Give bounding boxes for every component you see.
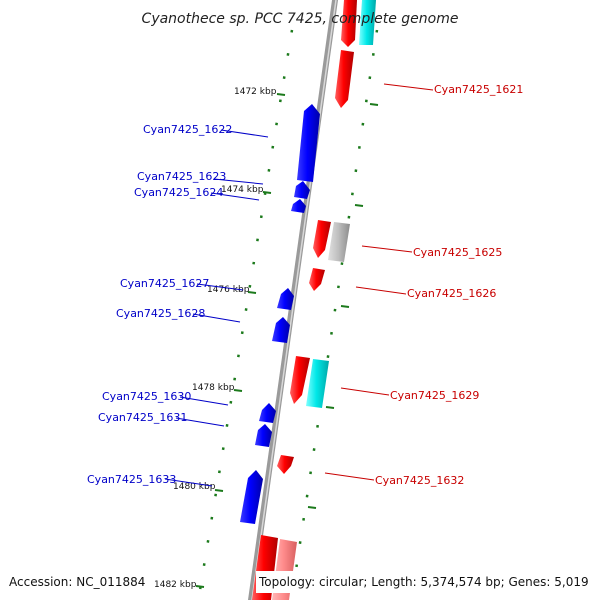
right-guide-track — [291, 29, 379, 591]
gene-label[interactable]: Cyan7425_1627 — [120, 277, 209, 290]
gene-arrow[interactable] — [259, 403, 276, 423]
gene-label[interactable]: Cyan7425_1625 — [413, 246, 502, 259]
gene-arrow[interactable] — [313, 220, 331, 258]
gene-label[interactable]: Cyan7425_1632 — [375, 474, 464, 487]
gene-label[interactable]: Cyan7425_1630 — [102, 390, 191, 403]
gene-arrow[interactable] — [309, 268, 325, 291]
tick-label: 1474 kbp — [221, 185, 264, 195]
gene-arrow[interactable] — [240, 470, 263, 524]
gene-arrow[interactable] — [306, 359, 329, 408]
gene-arrow[interactable] — [277, 455, 294, 474]
gene-label[interactable]: Cyan7425_1631 — [98, 411, 187, 424]
right-gene-labels: Cyan7425_1621 Cyan7425_1625 Cyan7425_162… — [324, 83, 523, 487]
gene-label[interactable]: Cyan7425_1628 — [116, 307, 205, 320]
gene-arrow[interactable] — [335, 50, 354, 108]
gene-label[interactable]: Cyan7425_1633 — [87, 473, 176, 486]
gene-arrow[interactable] — [328, 222, 350, 262]
gene-label[interactable]: Cyan7425_1626 — [407, 287, 496, 300]
accession-text: Accession: NC_011884 — [9, 575, 145, 589]
left-gene-labels: Cyan7425_1622 Cyan7425_1623 Cyan7425_162… — [87, 123, 269, 487]
genome-backbone-highlight — [251, 0, 337, 600]
topology-text: Topology: circular; Length: 5,374,574 bp… — [258, 575, 589, 589]
gene-arrow[interactable] — [291, 199, 306, 213]
reverse-strand-genes — [240, 104, 320, 524]
gene-label[interactable]: Cyan7425_1621 — [434, 83, 523, 96]
map-title: Cyanothece sp. PCC 7425, complete genome — [142, 11, 459, 27]
right-dash-marks — [307, 103, 379, 509]
tick-label: 1472 kbp — [234, 87, 277, 97]
gene-label[interactable]: Cyan7425_1624 — [134, 186, 223, 199]
gene-arrow[interactable] — [341, 0, 357, 47]
gene-arrow[interactable] — [255, 424, 272, 447]
gene-label[interactable]: Cyan7425_1629 — [390, 389, 479, 402]
footer-background — [256, 571, 594, 593]
gene-arrow[interactable] — [297, 104, 320, 182]
tick-label: 1482 kbp — [154, 580, 197, 590]
scale-ticks: 1472 kbp 1474 kbp 1476 kbp 1478 kbp 1480… — [154, 87, 286, 590]
gene-label[interactable]: Cyan7425_1622 — [143, 123, 232, 136]
tick-label: 1476 kbp — [207, 285, 250, 295]
gene-arrow[interactable] — [272, 317, 290, 343]
left-guide-track — [198, 29, 294, 591]
tick-label: 1478 kbp — [192, 383, 235, 393]
gene-label[interactable]: Cyan7425_1623 — [137, 170, 226, 183]
gene-arrow[interactable] — [359, 0, 376, 45]
gene-arrow[interactable] — [294, 181, 310, 199]
gene-arrow[interactable] — [277, 288, 294, 310]
gene-arrow[interactable] — [290, 356, 310, 404]
tick-label: 1480 kbp — [173, 482, 216, 492]
